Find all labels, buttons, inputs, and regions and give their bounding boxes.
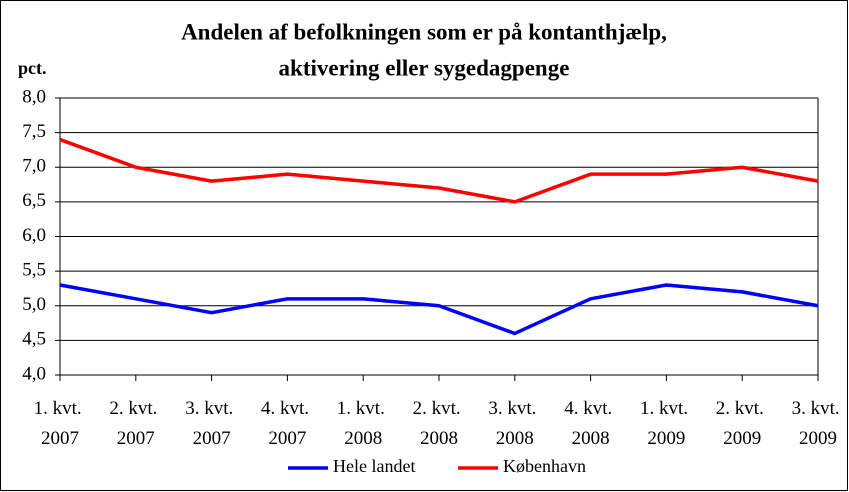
y-tick-label: 6,0 [22, 225, 46, 246]
y-tick-label: 7,0 [22, 156, 46, 177]
series-line [59, 283, 819, 336]
x-tick-label: 4. kvt. 2008 [564, 398, 617, 449]
y-tick-label: 4,0 [22, 363, 46, 384]
y-tick-label: 5,0 [22, 294, 46, 315]
series-line [59, 137, 819, 204]
legend-label: København [503, 456, 586, 476]
x-tick-label: 2. kvt. 2008 [413, 398, 466, 449]
y-tick-label: 8,0 [22, 86, 46, 107]
chart-title: aktivering eller sygedagpenge [279, 55, 570, 80]
y-tick-label: 4,5 [22, 329, 46, 350]
x-tick-label: 3. kvt. 2007 [185, 398, 238, 449]
legend-label: Hele landet [333, 456, 415, 476]
x-tick-label: 1. kvt. 2009 [640, 398, 693, 449]
chart-title: Andelen af befolkningen som er på kontan… [181, 19, 667, 44]
x-tick-label: 3. kvt. 2009 [792, 398, 845, 449]
x-tick-label: 2. kvt. 2009 [716, 398, 769, 449]
x-tick-label: 2. kvt. 2007 [109, 398, 162, 449]
y-tick-label: 6,5 [22, 190, 46, 211]
x-tick-label: 3. kvt. 2008 [488, 398, 541, 449]
y-tick-label: 7,5 [22, 121, 46, 142]
y-axis-label: pct. [18, 58, 47, 78]
x-tick-label: 4. kvt. 2007 [261, 398, 314, 449]
y-tick-label: 5,5 [22, 259, 46, 280]
x-tick-label: 1. kvt. 2008 [337, 398, 390, 449]
x-tick-label: 1. kvt. 2007 [34, 398, 87, 449]
